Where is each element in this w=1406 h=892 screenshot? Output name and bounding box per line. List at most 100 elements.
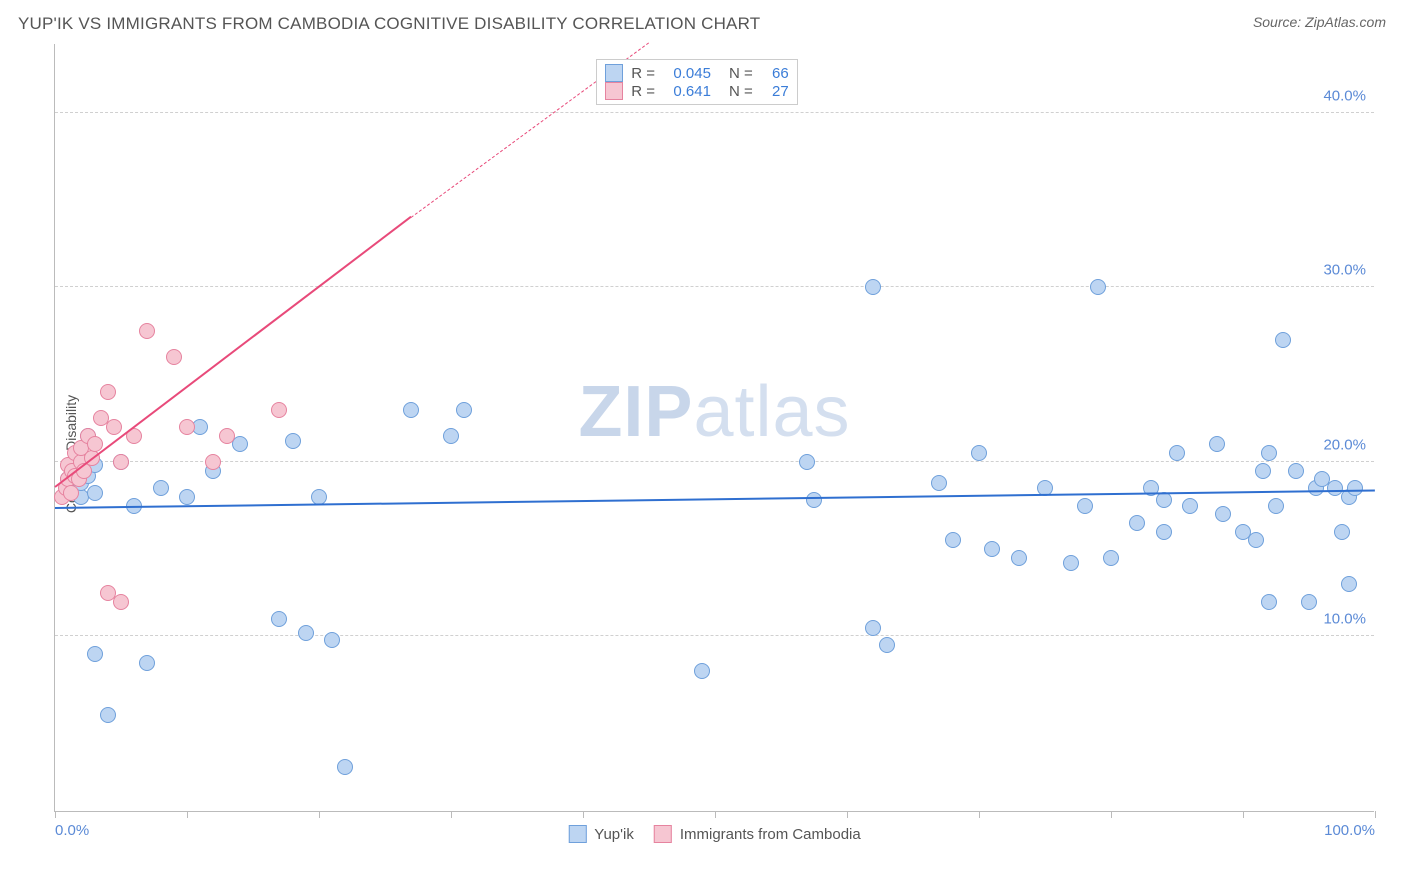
legend-swatch <box>605 82 623 100</box>
data-point <box>1129 515 1145 531</box>
x-tick <box>55 811 56 818</box>
stats-row: R = 0.045 N = 66 <box>605 64 789 82</box>
x-tick <box>1243 811 1244 818</box>
data-point <box>1261 445 1277 461</box>
stat-r-value: 0.045 <box>663 65 711 82</box>
data-point <box>1288 463 1304 479</box>
data-point <box>106 419 122 435</box>
data-point <box>1268 498 1284 514</box>
data-point <box>806 492 822 508</box>
stats-box: R = 0.045 N = 66R = 0.641 N = 27 <box>596 59 798 105</box>
data-point <box>1334 524 1350 540</box>
data-point <box>271 611 287 627</box>
data-point <box>285 433 301 449</box>
data-point <box>166 349 182 365</box>
data-point <box>271 402 287 418</box>
data-point <box>1156 492 1172 508</box>
stat-n-value: 27 <box>761 83 789 100</box>
x-tick <box>847 811 848 818</box>
stat-n-value: 66 <box>761 65 789 82</box>
y-tick-label: 20.0% <box>1323 436 1366 453</box>
data-point <box>1301 594 1317 610</box>
data-point <box>153 480 169 496</box>
legend: Yup'ik Immigrants from Cambodia <box>568 825 860 843</box>
data-point <box>232 436 248 452</box>
data-point <box>139 655 155 671</box>
data-point <box>219 428 235 444</box>
y-tick-label: 40.0% <box>1323 87 1366 104</box>
data-point <box>931 475 947 491</box>
data-point <box>1255 463 1271 479</box>
stats-row: R =0.641N =27 <box>605 82 789 100</box>
data-point <box>443 428 459 444</box>
x-tick <box>451 811 452 818</box>
data-point <box>403 402 419 418</box>
watermark: ZIPatlas <box>578 371 850 453</box>
data-point <box>100 707 116 723</box>
data-point <box>1103 550 1119 566</box>
data-point <box>984 541 1000 557</box>
x-tick <box>319 811 320 818</box>
data-point <box>63 485 79 501</box>
y-tick-label: 30.0% <box>1323 262 1366 279</box>
plot-area: ZIPatlas 10.0%20.0%30.0%40.0%0.0%100.0%R… <box>54 44 1374 812</box>
data-point <box>1248 532 1264 548</box>
x-tick-label: 0.0% <box>55 822 89 839</box>
data-point <box>971 445 987 461</box>
data-point <box>694 663 710 679</box>
trend-line <box>55 490 1375 509</box>
data-point <box>1011 550 1027 566</box>
x-tick <box>583 811 584 818</box>
data-point <box>799 454 815 470</box>
stat-n-label: N = <box>729 83 753 100</box>
x-tick-label: 100.0% <box>1324 822 1375 839</box>
legend-label: Yup'ik <box>594 826 634 843</box>
data-point <box>1077 498 1093 514</box>
data-point <box>179 489 195 505</box>
x-tick <box>715 811 716 818</box>
data-point <box>945 532 961 548</box>
x-tick <box>1111 811 1112 818</box>
x-tick <box>1375 811 1376 818</box>
data-point <box>113 594 129 610</box>
gridline <box>55 112 1374 113</box>
data-point <box>324 632 340 648</box>
stat-r-value: 0.641 <box>663 83 711 100</box>
gridline <box>55 635 1374 636</box>
chart-title: YUP'IK VS IMMIGRANTS FROM CAMBODIA COGNI… <box>18 14 760 34</box>
x-tick <box>187 811 188 818</box>
data-point <box>865 279 881 295</box>
data-point <box>865 620 881 636</box>
data-point <box>1341 576 1357 592</box>
data-point <box>139 323 155 339</box>
data-point <box>456 402 472 418</box>
gridline <box>55 286 1374 287</box>
stat-r-label: R = <box>631 65 655 82</box>
data-point <box>879 637 895 653</box>
data-point <box>87 646 103 662</box>
data-point <box>1182 498 1198 514</box>
legend-swatch <box>654 825 672 843</box>
data-point <box>298 625 314 641</box>
data-point <box>1347 480 1363 496</box>
data-point <box>113 454 129 470</box>
data-point <box>337 759 353 775</box>
stat-n-label: N = <box>729 65 753 82</box>
data-point <box>1261 594 1277 610</box>
legend-swatch <box>605 64 623 82</box>
source-label: Source: ZipAtlas.com <box>1253 14 1386 30</box>
x-tick <box>979 811 980 818</box>
data-point <box>1209 436 1225 452</box>
data-point <box>1169 445 1185 461</box>
data-point <box>205 454 221 470</box>
legend-label: Immigrants from Cambodia <box>680 826 861 843</box>
data-point <box>100 384 116 400</box>
data-point <box>1156 524 1172 540</box>
data-point <box>1090 279 1106 295</box>
data-point <box>87 485 103 501</box>
legend-swatch <box>568 825 586 843</box>
data-point <box>1215 506 1231 522</box>
y-tick-label: 10.0% <box>1323 611 1366 628</box>
data-point <box>179 419 195 435</box>
legend-item: Yup'ik <box>568 825 634 843</box>
